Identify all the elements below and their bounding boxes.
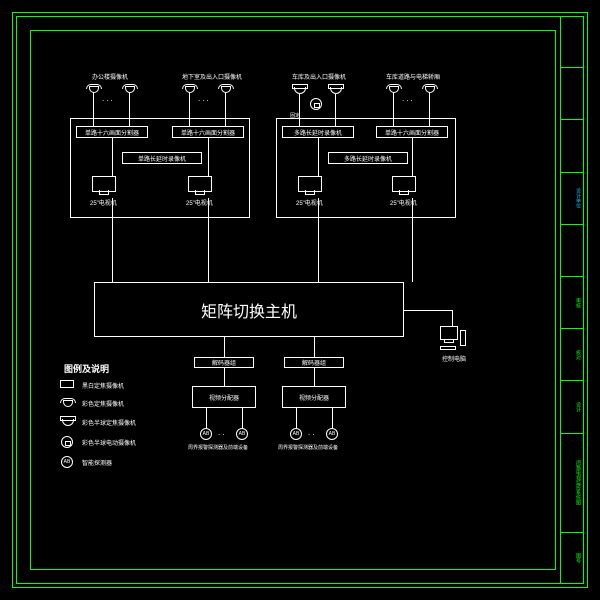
diagram-area: 办公楼摄像机 ... 单路十六画面分割器 单路长延时录像机 25"电视机 地下室… [34, 34, 552, 566]
tb-review: 审核 [561, 277, 584, 329]
matrix-host: 矩阵切换主机 [94, 282, 404, 337]
legend-item-label: 黑白定焦摄像机 [82, 381, 124, 390]
dome-icon [310, 98, 322, 110]
tb-cell [561, 120, 584, 172]
detector-icon: AB [326, 428, 338, 440]
group2-cam-label: 地下室及出入口摄像机 [182, 72, 242, 81]
tb-design-firm: 设计单位 [561, 173, 584, 225]
ellipsis: ... [402, 94, 415, 103]
group3-cam-label: 车库及出入口摄像机 [292, 72, 346, 81]
legend-item-label: 彩色半球定焦摄像机 [82, 418, 136, 427]
camera-icon [182, 84, 196, 92]
detector-row-label: 周界报警探测器及前端设备 [188, 444, 248, 451]
tb-cell [561, 16, 584, 68]
wire [224, 368, 225, 386]
camera-icon [122, 84, 136, 92]
legend-dome-icon [60, 416, 74, 426]
legend-title: 图例及说明 [64, 362, 109, 375]
wire [404, 310, 452, 311]
decoder-box: 解码器组 [194, 357, 254, 368]
legend-camera-icon [60, 398, 74, 406]
ellipsis: ... [102, 94, 115, 103]
legend-item-label: 智能探测器 [82, 458, 112, 467]
wire [224, 337, 225, 357]
legend-detector-icon: AB [61, 456, 73, 468]
dome-camera-icon [292, 84, 306, 94]
control-pc-icon [440, 326, 466, 350]
title-block: 设计单位 审核 校对 设计 闭路电视监控系统图 图号 [560, 16, 584, 584]
tb-drawing-title: 闭路电视监控系统图 [561, 434, 584, 533]
video-splitter-box: 视频分配器 [192, 386, 256, 408]
detector-icon: AB [200, 428, 212, 440]
detector-icon: AB [236, 428, 248, 440]
legend-item-label: 彩色定焦摄像机 [82, 399, 124, 408]
group1-cam-label: 办公楼摄像机 [92, 72, 128, 81]
wire [314, 368, 315, 386]
wire [242, 408, 243, 428]
legend-dome2-icon [61, 436, 73, 448]
camera-icon [86, 84, 100, 92]
tb-drawing-no: 图号 [561, 533, 584, 584]
ellipsis: .. [308, 428, 316, 437]
detector-row-label: 周界报警探测器及前端设备 [278, 444, 338, 451]
wire [206, 408, 207, 428]
ellipsis: .. [218, 428, 226, 437]
decoder-box: 解码器组 [284, 357, 344, 368]
group-frame [70, 118, 250, 218]
dome-camera-icon [328, 84, 342, 94]
wire [314, 337, 315, 357]
pc-label: 控制电脑 [442, 354, 466, 363]
group4-cam-label: 车库道路与电梯轿厢 [386, 72, 440, 81]
legend-rect-icon [60, 380, 74, 388]
camera-icon [218, 84, 232, 92]
camera-icon [422, 84, 436, 92]
tb-cell [561, 68, 584, 120]
wire [452, 310, 453, 326]
ellipsis: ... [198, 94, 211, 103]
tb-cell [561, 225, 584, 277]
wire [296, 408, 297, 428]
wire [332, 408, 333, 428]
camera-icon [386, 84, 400, 92]
tb-design: 设计 [561, 381, 584, 433]
legend-item-label: 彩色半球电动摄像机 [82, 438, 136, 447]
group-frame [276, 118, 456, 218]
detector-icon: AB [290, 428, 302, 440]
video-splitter-box: 视频分配器 [282, 386, 346, 408]
tb-check: 校对 [561, 329, 584, 381]
